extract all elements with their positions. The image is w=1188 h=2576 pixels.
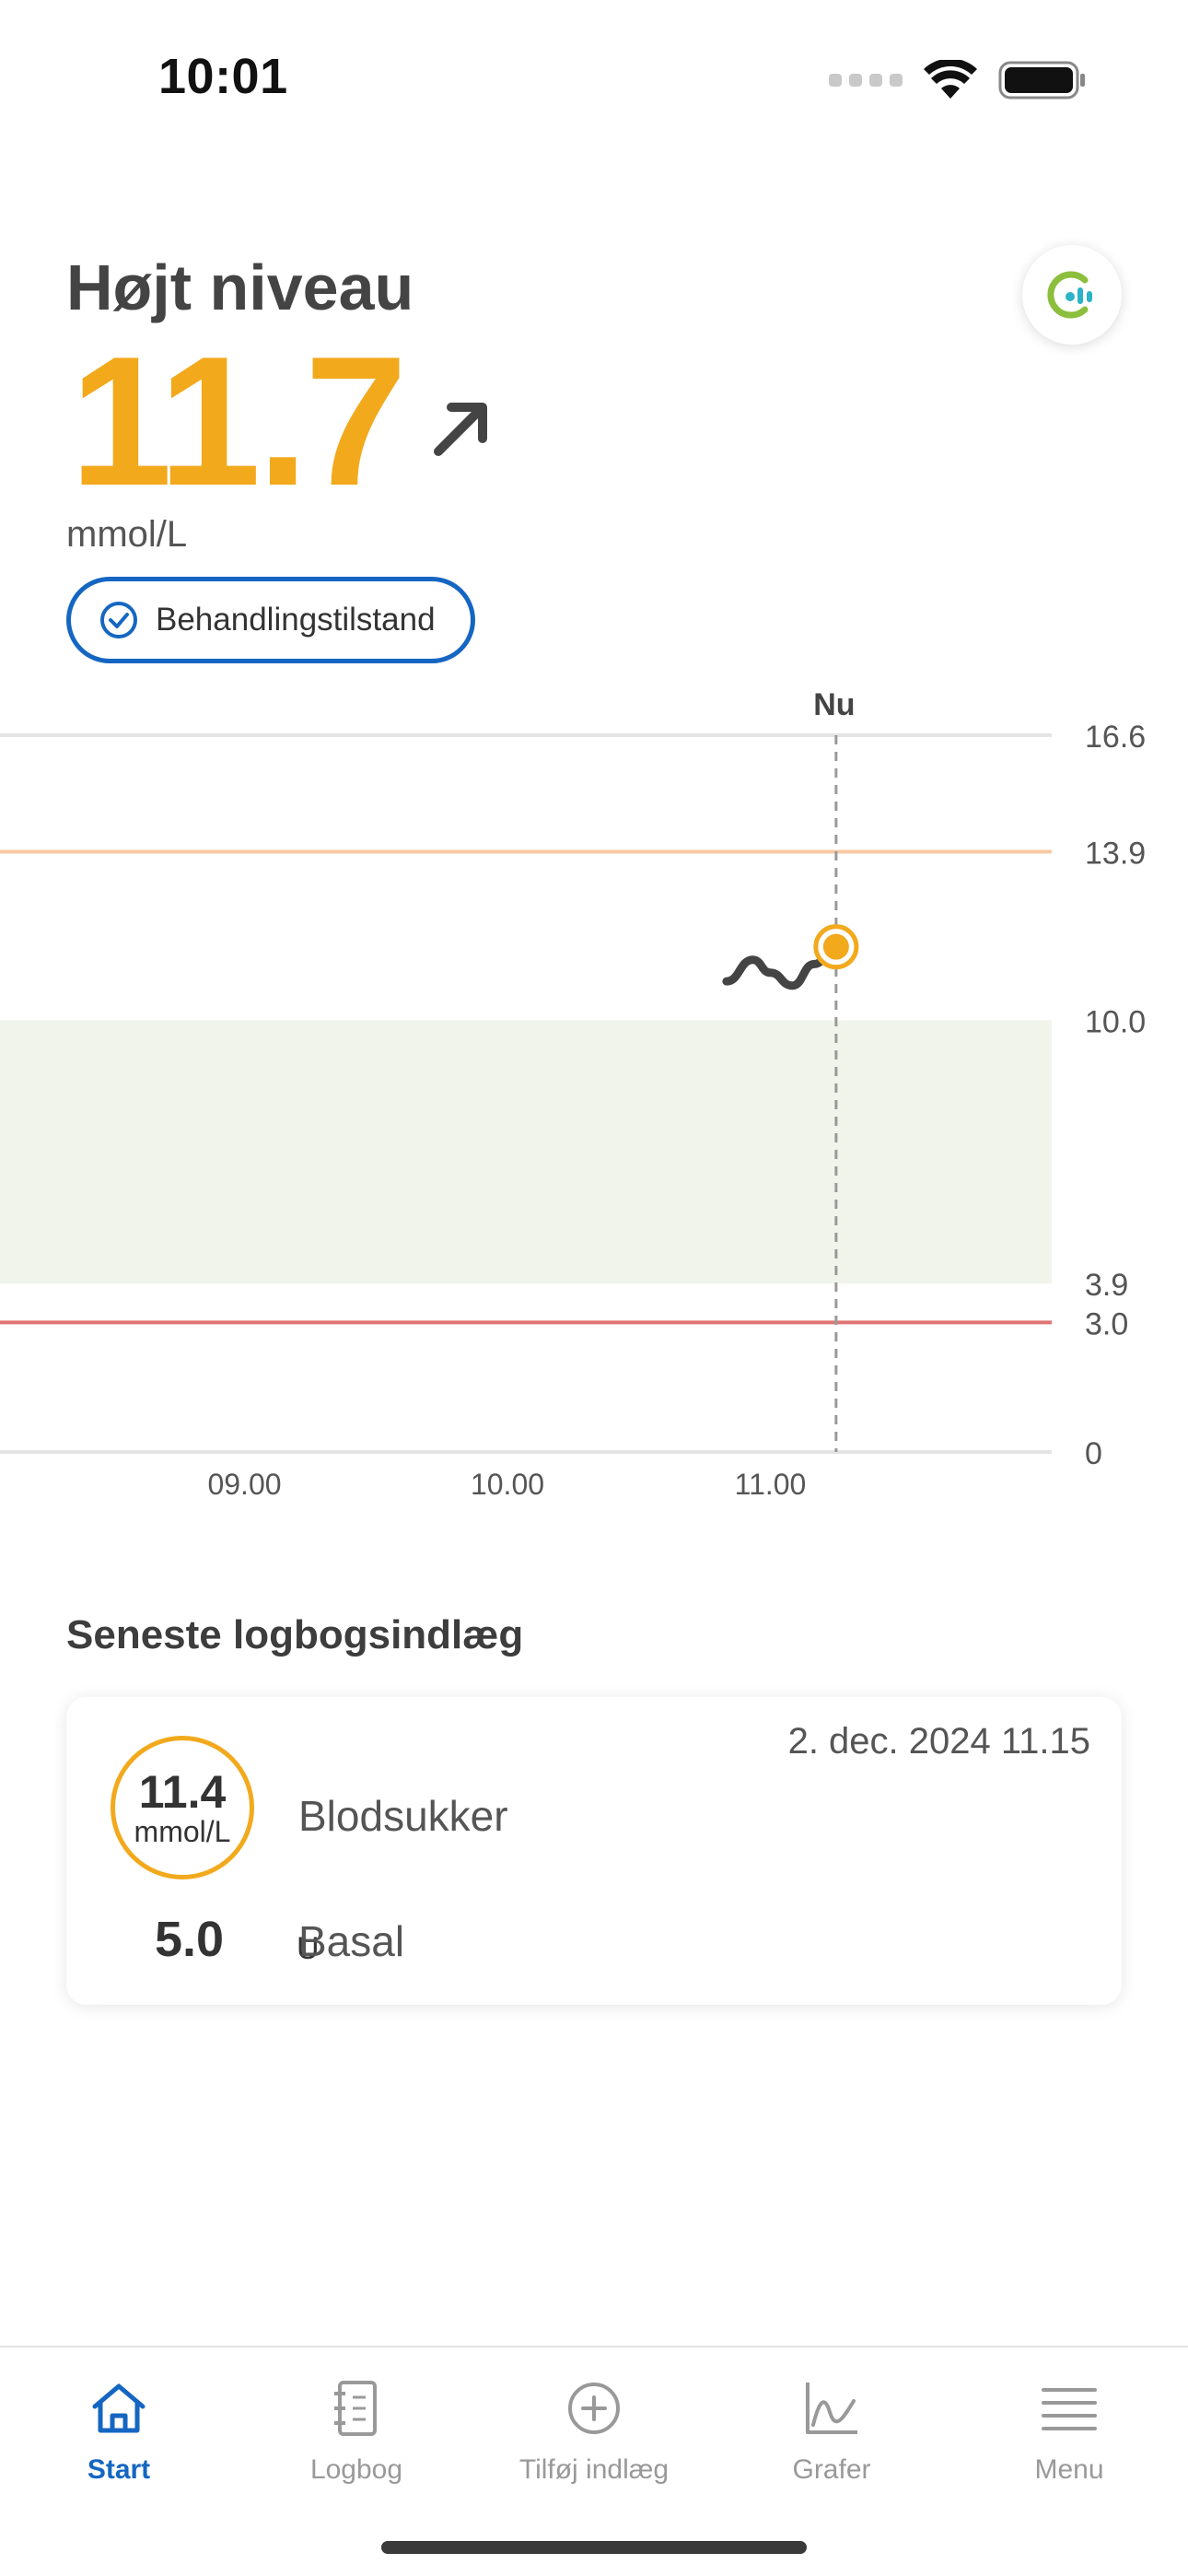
check-circle-icon [100, 602, 137, 638]
target-range-band [0, 1020, 1052, 1284]
menu-icon [1042, 2388, 1097, 2430]
glucose-chart: 16.6 13.9 10.0 3.9 3.0 0 09.00 10.00 11.00 Nu [0, 682, 1188, 1511]
tab-add-entry-label: Tilføj indlæg [518, 2454, 670, 2485]
battery-icon [998, 61, 1085, 100]
home-icon [92, 2383, 146, 2433]
log-insulin-value: 5.0 [155, 1912, 225, 1967]
y-tick-label: 3.0 [1085, 1306, 1128, 1341]
logbook-icon [334, 2381, 377, 2436]
status-bar: 10:01 [0, 0, 1188, 157]
y-tick-label: 13.9 [1085, 837, 1146, 872]
status-time: 10:01 [158, 49, 288, 104]
tab-start[interactable]: Start [0, 2375, 238, 2495]
y-tick-label: 0 [1085, 1436, 1102, 1471]
tab-logbook[interactable]: Logbog [238, 2375, 475, 2495]
x-tick-label: 10.00 [471, 1468, 544, 1501]
tab-menu[interactable]: Menu [950, 2375, 1188, 2495]
log-glucose-label: Blodsukker [298, 1792, 508, 1840]
arrow-up-right-icon [434, 403, 487, 456]
current-glucose-point-inner [822, 933, 849, 960]
glucose-unit: mmol/L [66, 514, 188, 555]
glucose-chart-svg: 16.6 13.9 10.0 3.93.0 0 09.00 10.00 11.00 Nu [0, 687, 1146, 1501]
glucose-level-title: Højt niveau [66, 252, 414, 323]
y-tick-label: 3.9 [1085, 1268, 1128, 1303]
graph-icon [806, 2383, 857, 2434]
home-indicator [381, 2541, 807, 2554]
tab-start-label: Start [87, 2454, 151, 2485]
tab-add-entry[interactable]: Tilføj indlæg [475, 2375, 713, 2495]
latest-log-card[interactable]: 2. dec. 2024 11.15 11.4 mmol/L Blodsukke… [66, 1697, 1122, 2005]
glucose-series-line [722, 943, 841, 990]
y-tick-label: 16.6 [1085, 720, 1146, 755]
x-tick-label: 09.00 [207, 1468, 281, 1501]
wifi-icon [924, 60, 977, 99]
cellular-signal-icon [829, 74, 903, 87]
tab-menu-label: Menu [1034, 2454, 1104, 2485]
latest-log-title: Seneste logbogsindlæg [66, 1612, 524, 1657]
app-connection-button[interactable] [1022, 245, 1122, 345]
current-glucose-value: 11.7 [70, 319, 407, 524]
tab-graphs-label: Grafer [792, 2454, 871, 2485]
bottom-navigation: Start Logbog Tilføj indlæg Grafer [0, 2346, 1188, 2576]
treatment-status-label: Behandlingstilstand [156, 602, 436, 638]
status-icons [829, 57, 1087, 103]
x-tick-label: 11.00 [735, 1468, 807, 1501]
tab-logbook-label: Logbog [309, 2454, 403, 2485]
treatment-status-button[interactable]: Behandlingstilstand [66, 577, 475, 663]
log-insulin-unit: U [297, 1931, 320, 1966]
log-glucose-unit: mmol/L [134, 1815, 231, 1848]
tab-graphs[interactable]: Grafer [713, 2375, 950, 2495]
log-insulin-label: Basal [298, 1917, 405, 1965]
log-date: 2. dec. 2024 11.15 [787, 1721, 1090, 1762]
y-tick-label: 10.0 [1085, 1004, 1146, 1039]
blood-glucose-ring: 11.4 mmol/L [111, 1736, 254, 1879]
app-logo-icon [1047, 271, 1092, 319]
log-glucose-value: 11.4 [138, 1766, 227, 1818]
add-circle-icon [568, 2383, 620, 2434]
now-label: Nu [813, 687, 855, 722]
